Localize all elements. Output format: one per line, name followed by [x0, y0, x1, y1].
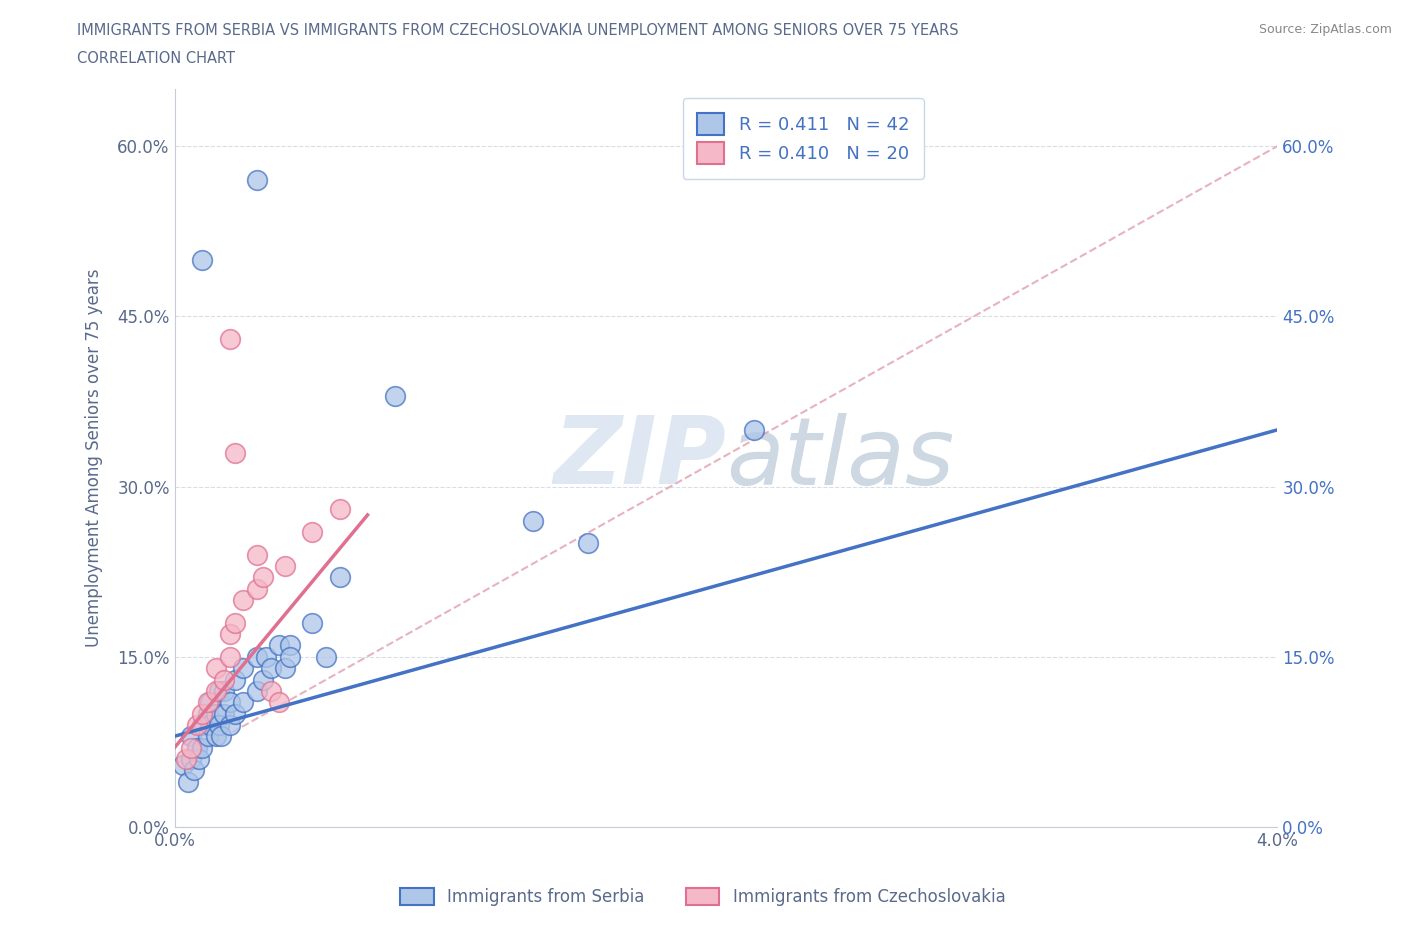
Point: [208, 717, 231, 732]
Point: [274, 660, 297, 675]
Point: [260, 660, 283, 675]
Point: [186, 717, 208, 732]
Point: [197, 706, 219, 721]
Point: [329, 502, 352, 517]
Point: [191, 740, 214, 755]
Point: [254, 649, 277, 664]
Point: [186, 740, 208, 755]
Point: [232, 660, 254, 675]
Point: [177, 774, 200, 789]
Point: [269, 695, 291, 710]
Point: [246, 684, 269, 698]
Point: [191, 252, 214, 267]
Point: [260, 684, 283, 698]
Point: [208, 684, 231, 698]
Point: [246, 581, 269, 596]
Point: [218, 695, 240, 710]
Point: [212, 672, 235, 687]
Point: [209, 729, 232, 744]
Point: [218, 332, 240, 347]
Point: [246, 649, 269, 664]
Text: ZIP: ZIP: [553, 412, 725, 504]
Point: [329, 570, 352, 585]
Point: [280, 638, 302, 653]
Point: [174, 751, 197, 766]
Point: [280, 649, 302, 664]
Point: [224, 672, 246, 687]
Point: [205, 729, 228, 744]
Point: [384, 389, 406, 404]
Point: [200, 695, 222, 710]
Text: IMMIGRANTS FROM SERBIA VS IMMIGRANTS FROM CZECHOSLOVAKIA UNEMPLOYMENT AMONG SENI: IMMIGRANTS FROM SERBIA VS IMMIGRANTS FRO…: [77, 23, 959, 38]
Point: [200, 717, 222, 732]
Point: [191, 706, 214, 721]
Point: [197, 729, 219, 744]
Point: [218, 627, 240, 642]
Text: atlas: atlas: [725, 413, 955, 504]
Text: CORRELATION CHART: CORRELATION CHART: [77, 51, 235, 66]
Text: Source: ZipAtlas.com: Source: ZipAtlas.com: [1258, 23, 1392, 36]
Point: [205, 706, 228, 721]
Point: [274, 559, 297, 574]
Point: [224, 616, 246, 631]
Point: [197, 695, 219, 710]
Point: [301, 616, 323, 631]
Point: [224, 445, 246, 460]
Point: [188, 751, 211, 766]
Point: [180, 729, 202, 744]
Point: [180, 740, 202, 755]
Point: [232, 695, 254, 710]
Point: [183, 763, 205, 777]
Point: [522, 513, 544, 528]
Point: [246, 173, 269, 188]
Point: [269, 638, 291, 653]
Point: [191, 717, 214, 732]
Point: [232, 592, 254, 607]
Legend: Immigrants from Serbia, Immigrants from Czechoslovakia: Immigrants from Serbia, Immigrants from …: [394, 881, 1012, 912]
Point: [252, 570, 274, 585]
Point: [212, 684, 235, 698]
Point: [576, 536, 599, 551]
Y-axis label: Unemployment Among Seniors over 75 years: Unemployment Among Seniors over 75 years: [86, 269, 103, 647]
Point: [212, 706, 235, 721]
Point: [218, 649, 240, 664]
Point: [301, 525, 323, 539]
Point: [205, 660, 228, 675]
Legend: R = 0.411   N = 42, R = 0.410   N = 20: R = 0.411 N = 42, R = 0.410 N = 20: [683, 99, 924, 179]
Point: [224, 706, 246, 721]
Point: [205, 684, 228, 698]
Point: [252, 672, 274, 687]
Point: [742, 422, 765, 437]
Point: [172, 757, 194, 772]
Point: [246, 547, 269, 562]
Point: [315, 649, 337, 664]
Point: [180, 751, 202, 766]
Point: [218, 717, 240, 732]
